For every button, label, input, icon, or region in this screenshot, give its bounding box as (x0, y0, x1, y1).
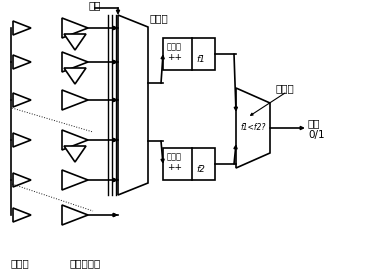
Polygon shape (62, 52, 88, 72)
Text: 反相器: 反相器 (11, 258, 29, 268)
Text: 计数器: 计数器 (167, 152, 182, 161)
Text: f1<f2?: f1<f2? (240, 123, 266, 132)
Text: 激励: 激励 (89, 0, 101, 10)
Text: 计数器: 计数器 (167, 42, 182, 51)
Bar (163, 38, 215, 70)
Polygon shape (62, 18, 88, 38)
Polygon shape (236, 88, 270, 168)
Polygon shape (13, 21, 31, 35)
Polygon shape (13, 93, 31, 107)
Polygon shape (118, 15, 148, 195)
Text: 0/1: 0/1 (308, 130, 324, 140)
Polygon shape (62, 90, 88, 110)
Polygon shape (13, 173, 31, 187)
Text: 选择器: 选择器 (150, 13, 169, 23)
Text: 比较器: 比较器 (275, 83, 294, 93)
Text: ++: ++ (167, 163, 182, 172)
Polygon shape (64, 34, 86, 50)
Polygon shape (64, 68, 86, 84)
Text: f1: f1 (196, 55, 205, 64)
Polygon shape (13, 208, 31, 222)
Polygon shape (13, 133, 31, 147)
Polygon shape (64, 146, 86, 162)
Text: f2: f2 (196, 165, 205, 174)
Polygon shape (13, 55, 31, 69)
Polygon shape (62, 170, 88, 190)
Text: 响应: 响应 (308, 118, 320, 128)
Polygon shape (62, 205, 88, 225)
Text: 环形振荡器: 环形振荡器 (70, 258, 101, 268)
Bar (163, 148, 215, 180)
Polygon shape (62, 130, 88, 150)
Text: ++: ++ (167, 53, 182, 62)
